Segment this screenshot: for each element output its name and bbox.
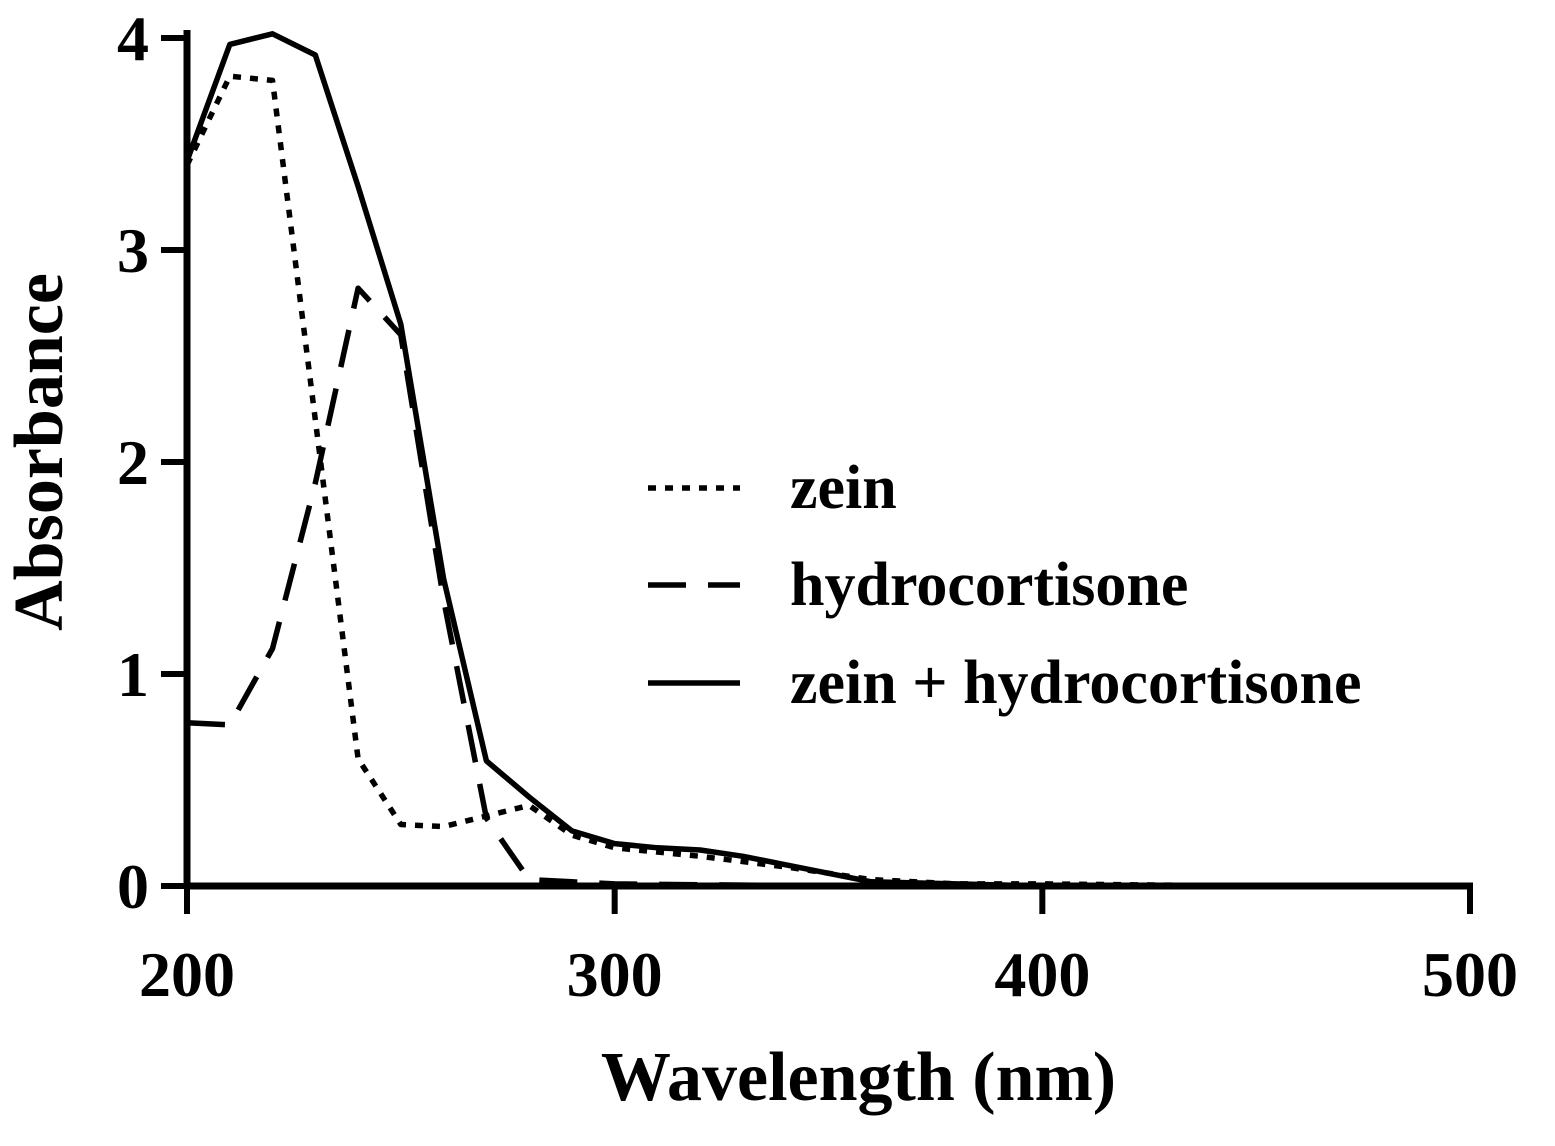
- y-tick-label: 0: [117, 851, 149, 922]
- y-tick-label: 1: [117, 639, 149, 710]
- legend-label: zein: [790, 454, 897, 522]
- legend-label: hydrocortisone: [790, 551, 1188, 619]
- y-axis-title: Absorbance: [1, 273, 78, 631]
- x-tick-label: 200: [139, 939, 235, 1010]
- y-tick-label: 4: [117, 3, 149, 74]
- x-tick-label: 300: [567, 939, 663, 1010]
- series-line-zein-hydrocortisone: [184, 31, 1470, 889]
- y-tick-label: 3: [117, 215, 149, 286]
- y-ticks: 0 1 2 3 4: [117, 3, 187, 922]
- x-tick-label: 400: [994, 939, 1090, 1010]
- legend-label: zein + hydrocortisone: [790, 649, 1361, 717]
- x-axis-title: Wavelength (nm): [601, 1039, 1116, 1116]
- x-tick-label: 500: [1422, 939, 1518, 1010]
- x-ticks: 200 300 400 500: [139, 886, 1518, 1010]
- series-layer: [184, 31, 1470, 889]
- legend: zein hydrocortisone zein + hydrocortisone: [648, 454, 1361, 717]
- y-tick-label: 2: [117, 427, 149, 498]
- series-line-zein: [184, 73, 1470, 889]
